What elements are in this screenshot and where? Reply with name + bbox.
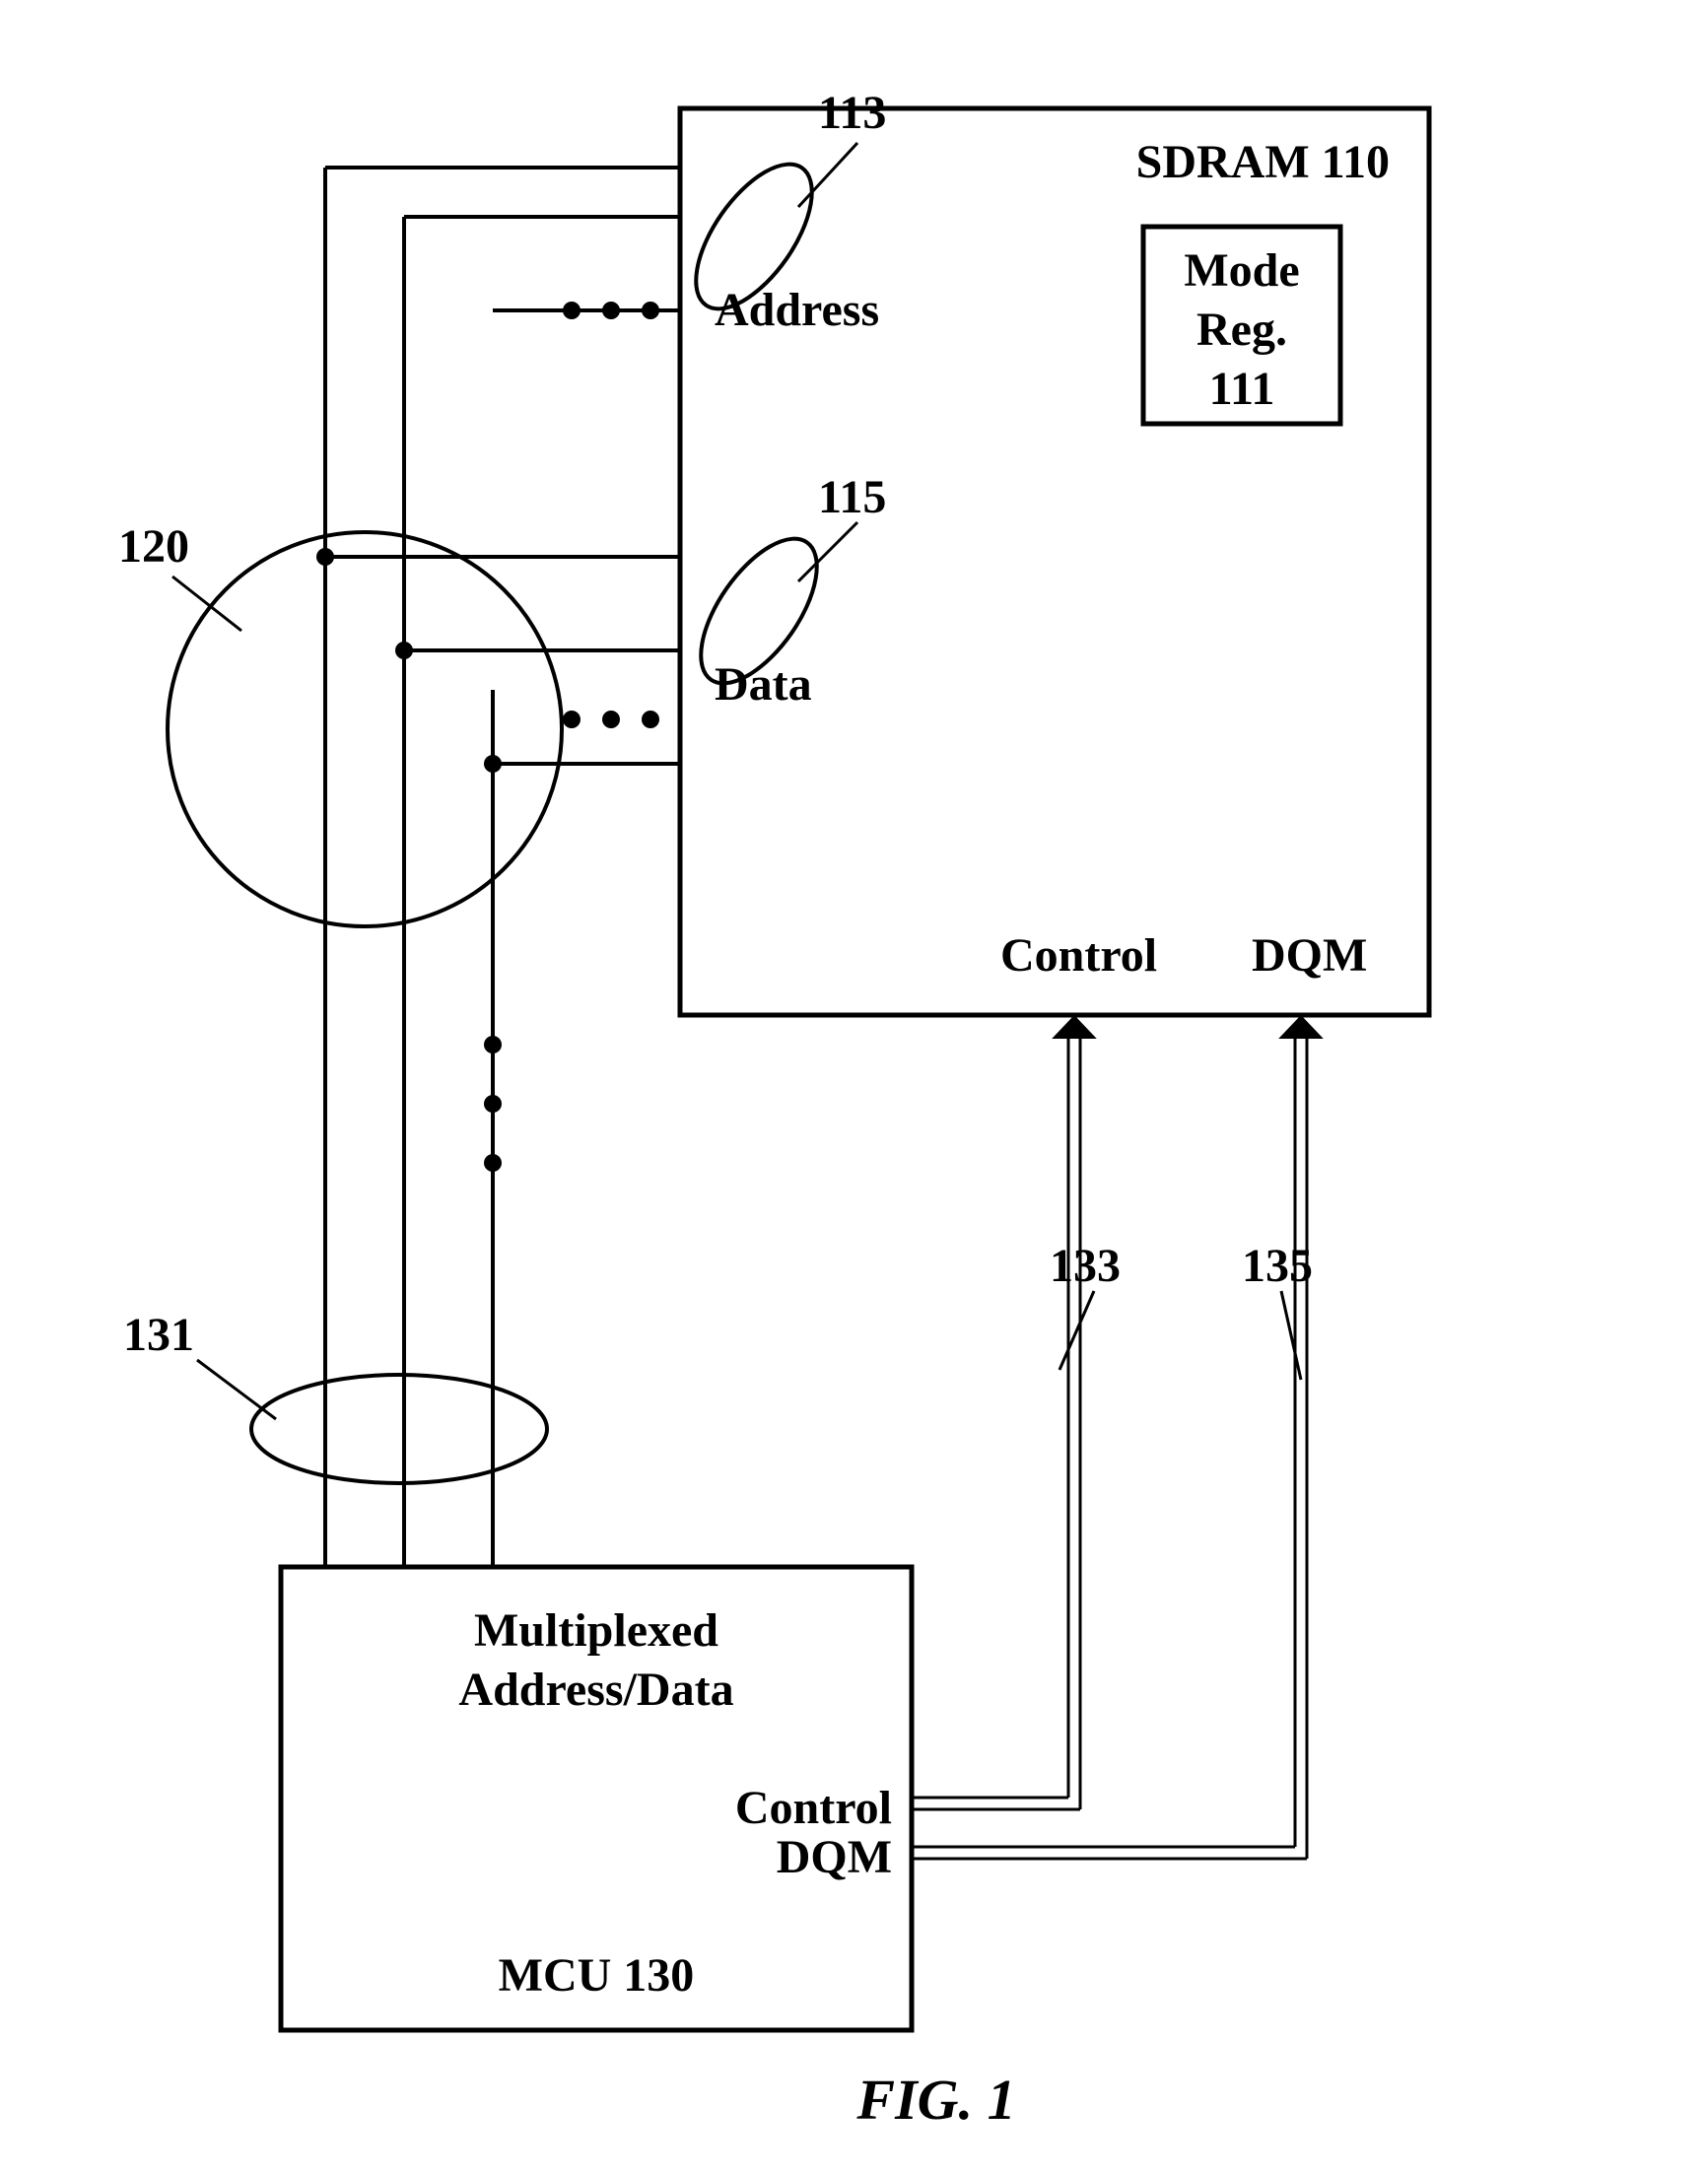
svg-text:Reg.: Reg.	[1196, 304, 1287, 356]
svg-text:113: 113	[818, 87, 886, 139]
svg-text:DQM: DQM	[777, 1831, 892, 1883]
svg-text:Control: Control	[735, 1782, 892, 1834]
svg-text:111: 111	[1209, 363, 1275, 415]
svg-text:135: 135	[1242, 1240, 1313, 1292]
svg-text:Address: Address	[715, 284, 879, 336]
svg-text:Control: Control	[1000, 929, 1157, 982]
figure-1-diagram: SDRAM 110ModeReg.111AddressDataControlDQ…	[0, 0, 1708, 2175]
svg-text:120: 120	[118, 520, 189, 573]
svg-text:MCU 130: MCU 130	[499, 1949, 695, 2002]
svg-text:Mode: Mode	[1184, 244, 1299, 297]
svg-text:115: 115	[818, 471, 886, 523]
svg-text:131: 131	[123, 1309, 194, 1361]
svg-text:Address/Data: Address/Data	[458, 1664, 733, 1716]
svg-text:Multiplexed: Multiplexed	[474, 1604, 718, 1657]
svg-text:SDRAM 110: SDRAM 110	[1136, 136, 1390, 188]
figure-caption: FIG. 1	[855, 2068, 1015, 2132]
svg-text:DQM: DQM	[1252, 929, 1367, 982]
svg-text:133: 133	[1050, 1240, 1121, 1292]
